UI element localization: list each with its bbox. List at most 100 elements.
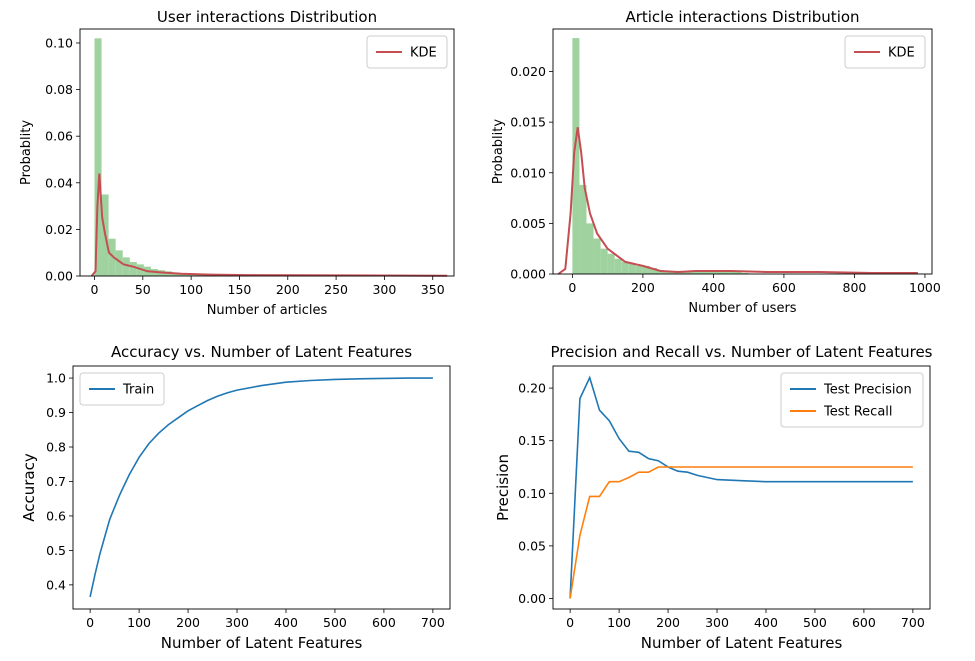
chart-4 [549, 365, 931, 613]
chart4-y-tick-label: 0.20 [518, 381, 546, 396]
chart3-y-tick-label: 0.8 [46, 440, 66, 455]
chart1-x-tick-label: 100 [179, 282, 203, 297]
chart4-x-tick-label: 500 [803, 615, 827, 630]
chart4-x-tick-label: 400 [754, 615, 778, 630]
chart4-title: Precision and Recall vs. Number of Laten… [551, 343, 933, 361]
chart1-hist-bar [108, 238, 116, 276]
chart1-x-tick-label: 200 [276, 282, 300, 297]
chart2-x-tick-label: 200 [631, 280, 655, 295]
chart2-x-tick-label: 600 [772, 280, 796, 295]
chart4-y-tick-label: 0.10 [518, 486, 546, 501]
chart-3 [69, 365, 451, 613]
chart3-x-tick-label: 500 [323, 615, 347, 630]
chart4-axes-frame [552, 365, 931, 610]
chart2-hist-bar [706, 271, 714, 274]
chart1-x-axis-label: Number of articles [207, 303, 328, 318]
chart2-hist-bar [727, 271, 735, 274]
chart1-hist-bar [129, 262, 137, 276]
chart1-x-tick-label: 250 [324, 282, 348, 297]
chart-1 [76, 28, 455, 280]
chart2-legend-box [844, 35, 926, 69]
chart1-x-tick-label: 350 [421, 282, 445, 297]
chart2-x-tick-label: 400 [701, 280, 725, 295]
chart4-x-tick-label: 600 [852, 615, 876, 630]
chart1-legend-label: KDE [410, 46, 437, 61]
chart1-hist-bar [122, 257, 130, 276]
chart4-test-recall-line [569, 466, 913, 599]
chart1-y-tick-label: 0.08 [45, 82, 73, 97]
chart2-hist-bar [593, 238, 601, 274]
chart2-x-tick-label: 0 [568, 280, 576, 295]
chart4-legend-label: Test Precision [823, 383, 912, 398]
chart2-hist-bar [628, 263, 636, 274]
chart1-title: User interactions Distribution [157, 8, 377, 26]
chart2-hist-bar [713, 271, 721, 274]
chart4-x-tick-label: 100 [607, 615, 631, 630]
chart2-hist-bar [600, 248, 608, 274]
chart2-y-tick-label: 0.015 [510, 115, 546, 130]
chart3-legend-label: Train [122, 383, 154, 398]
chart1-hist-bar [115, 250, 123, 276]
chart2-hist-bar [664, 270, 672, 274]
chart1-hist-bar [94, 38, 102, 276]
chart3-y-tick-label: 0.4 [46, 577, 66, 592]
chart1-y-tick-label: 0.06 [45, 129, 73, 144]
chart2-title: Article interactions Distribution [625, 8, 859, 26]
chart2-hist-bar [734, 271, 742, 274]
chart4-x-tick-label: 700 [901, 615, 925, 630]
chart3-x-tick-label: 0 [86, 615, 94, 630]
chart4-x-axis-label: Number of Latent Features [641, 634, 843, 652]
chart2-x-tick-label: 1000 [909, 280, 941, 295]
chart4-test-precision-line [569, 375, 913, 599]
chart3-legend-box [79, 372, 165, 406]
chart3-x-tick-label: 600 [372, 615, 396, 630]
chart2-legend-label: KDE [888, 46, 915, 61]
chart2-hist-bar [649, 267, 658, 274]
chart3-x-tick-label: 300 [225, 615, 249, 630]
chart2-hist-bar [720, 271, 728, 274]
chart3-x-tick-label: 700 [421, 615, 445, 630]
chart2-x-axis-label: Number of users [688, 301, 796, 316]
chart2-y-axis-label: Probablity [491, 119, 506, 184]
chart3-axes-frame [72, 365, 451, 610]
chart2-hist-bar [579, 184, 587, 274]
chart2-hist-bar [699, 271, 707, 274]
chart4-x-tick-label: 200 [656, 615, 680, 630]
chart2-kde-line [557, 127, 918, 275]
chart2-y-tick-label: 0.005 [510, 216, 546, 231]
chart4-y-tick-label: 0.00 [518, 591, 546, 606]
chart2-x-tick-label: 800 [843, 280, 867, 295]
chart2-hist-bar [741, 272, 749, 274]
chart1-y-tick-label: 0.10 [45, 35, 73, 50]
chart3-x-tick-label: 100 [127, 615, 151, 630]
chart3-x-tick-label: 400 [274, 615, 298, 630]
chart3-y-tick-label: 0.7 [46, 474, 66, 489]
chart1-axes-frame [79, 28, 455, 277]
chart1-y-tick-label: 0.04 [45, 175, 73, 190]
chart2-hist-bar [607, 253, 615, 274]
chart3-y-tick-label: 0.9 [46, 405, 66, 420]
chart3-x-tick-label: 200 [176, 615, 200, 630]
chart3-title: Accuracy vs. Number of Latent Features [111, 343, 412, 361]
chart3-y-tick-label: 0.5 [46, 543, 66, 558]
chart3-y-tick-label: 0.6 [46, 508, 66, 523]
chart1-x-tick-label: 0 [91, 282, 99, 297]
chart2-hist-bar [586, 223, 594, 274]
chart2-hist-bar [614, 258, 622, 274]
chart1-x-tick-label: 300 [372, 282, 396, 297]
chart-2 [549, 28, 933, 278]
chart1-kde-line [90, 173, 448, 277]
chart2-y-tick-label: 0.000 [510, 267, 546, 282]
chart1-legend-box [366, 35, 448, 69]
chart3-x-axis-label: Number of Latent Features [161, 634, 363, 652]
chart4-y-axis-label: Precision [494, 454, 512, 521]
chart2-hist-bar [635, 265, 643, 274]
chart4-legend-label: Test Recall [823, 405, 893, 420]
chart4-legend-box [780, 372, 924, 428]
chart3-y-axis-label: Accuracy [20, 453, 38, 522]
chart1-x-tick-label: 150 [228, 282, 252, 297]
chart2-hist-bar [572, 38, 580, 274]
chart2-hist-bar [685, 270, 693, 274]
chart2-y-tick-label: 0.020 [510, 64, 546, 79]
chart4-x-tick-label: 0 [566, 615, 574, 630]
